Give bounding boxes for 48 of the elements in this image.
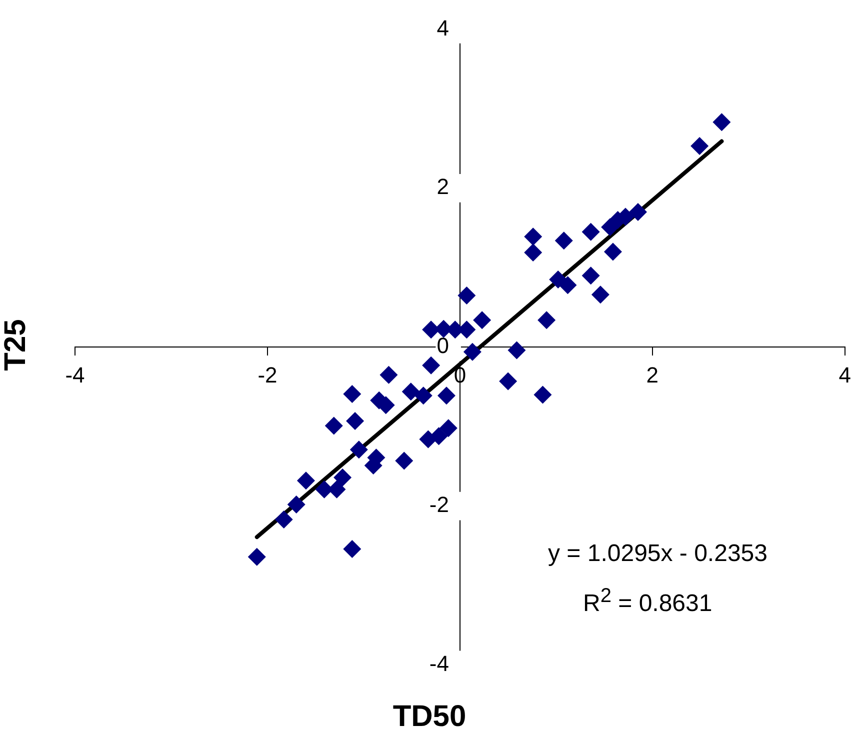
point xyxy=(343,540,362,558)
point xyxy=(690,137,709,156)
point xyxy=(604,242,622,261)
point xyxy=(350,440,368,459)
y-tick-label: 0 xyxy=(436,333,460,358)
x-axis-title: TD50 xyxy=(392,700,468,734)
y-axis-title: T25 xyxy=(0,319,33,371)
point xyxy=(508,341,526,360)
y-tick-label: 4 xyxy=(436,15,460,40)
point xyxy=(582,222,600,241)
point xyxy=(437,386,456,405)
point xyxy=(395,452,414,470)
point xyxy=(582,266,600,285)
y-tick-label: -2 xyxy=(429,492,460,518)
point xyxy=(248,548,266,566)
point xyxy=(324,416,343,435)
x-tick-label: 4 xyxy=(838,362,852,388)
point xyxy=(524,228,542,246)
point xyxy=(712,113,731,132)
point xyxy=(439,419,458,438)
point xyxy=(274,510,293,529)
annotation: R$^{2}$ = 0.8631 xyxy=(583,585,712,618)
point xyxy=(422,356,440,374)
point xyxy=(554,232,573,250)
point xyxy=(524,244,542,262)
point xyxy=(463,342,482,361)
point xyxy=(380,366,398,384)
point xyxy=(499,372,518,390)
point xyxy=(402,382,420,401)
point xyxy=(296,472,315,490)
point xyxy=(473,311,492,330)
point xyxy=(414,386,432,405)
point xyxy=(334,468,352,486)
annotation: y = 1.0295x - 0.2353 xyxy=(548,540,768,568)
y-tick-label: 2 xyxy=(436,174,460,200)
x-tick-label: 2 xyxy=(646,362,659,388)
point xyxy=(287,495,306,514)
x-tick-label: -2 xyxy=(258,362,278,388)
point xyxy=(591,286,610,304)
point xyxy=(458,286,476,304)
point xyxy=(534,386,552,404)
point xyxy=(538,311,556,330)
point xyxy=(343,384,362,403)
point xyxy=(558,276,577,294)
point xyxy=(628,202,647,221)
x-tick-label: -4 xyxy=(65,362,85,388)
point xyxy=(346,412,364,430)
y-tick-label: -4 xyxy=(429,651,460,676)
